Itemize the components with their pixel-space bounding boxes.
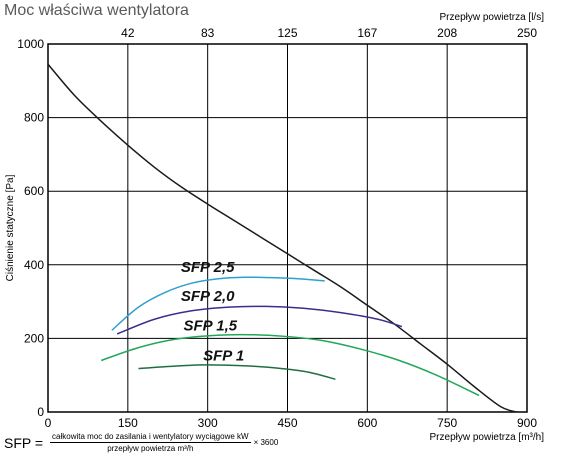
formula-denominator: przepływ powietrza m³/h <box>107 444 194 453</box>
top-x-axis-ticks: 42 83 125 167 208 250 <box>121 26 537 40</box>
sfp-curve-4 <box>138 364 336 380</box>
sfp-formula: SFP = całkowita moc do zasilania i wenty… <box>4 432 278 453</box>
x-tick-label: 450 <box>277 416 297 430</box>
sfp-curve-3 <box>100 333 480 397</box>
bottom-x-axis-ticks: 0 150 300 450 600 750 900 <box>45 416 538 430</box>
top-x-axis-label: Przepływ powietrza [l/s] <box>440 12 545 23</box>
y-tick-label: 0 <box>37 405 44 419</box>
x-tick-label: 600 <box>357 416 377 430</box>
top-x-tick-label: 167 <box>357 26 377 40</box>
formula-numerator: całkowita moc do zasilania i wentylatory… <box>50 432 251 443</box>
formula-multiplier: × 3600 <box>253 438 279 447</box>
top-x-tick-label: 42 <box>121 26 135 40</box>
y-tick-label: 200 <box>24 331 44 345</box>
y-axis-label: Ciśnienie statyczne [Pa] <box>5 174 16 281</box>
y-tick-label: 400 <box>24 258 44 272</box>
bottom-x-axis-label: Przepływ powietrza [m³/h] <box>430 432 545 443</box>
x-tick-label: 300 <box>198 416 218 430</box>
top-x-tick-label: 250 <box>517 26 537 40</box>
series-lines <box>47 63 517 413</box>
x-tick-label: 150 <box>118 416 138 430</box>
top-x-tick-label: 125 <box>277 26 297 40</box>
sfp-labels: SFP 2,5 SFP 2,0 SFP 1,5 SFP 1 <box>181 259 244 364</box>
fan-characteristic-curve <box>47 63 517 413</box>
x-tick-label: 750 <box>437 416 457 430</box>
x-tick-label: 0 <box>45 416 52 430</box>
sfp-curve-1 <box>111 276 325 331</box>
plot-frame <box>47 43 528 413</box>
plot-border <box>47 43 528 413</box>
y-tick-label: 600 <box>24 184 44 198</box>
sfp-curve-label: SFP 2,5 <box>181 259 235 276</box>
formula-lhs: SFP = <box>4 434 44 451</box>
formula-fraction: całkowita moc do zasilania i wentylatory… <box>50 432 251 453</box>
x-tick-label: 900 <box>517 416 537 430</box>
chart-title: Moc właściwa wentylatora <box>4 2 189 19</box>
top-x-tick-label: 83 <box>201 26 215 40</box>
sfp-curve-label: SFP 1,5 <box>184 317 238 334</box>
top-x-tick-label: 208 <box>437 26 457 40</box>
sfp-curve-label: SFP 2,0 <box>181 288 235 305</box>
sfp-curve-2 <box>116 305 403 335</box>
y-tick-label: 1000 <box>17 37 44 51</box>
sfp-curve-label: SFP 1 <box>203 347 244 364</box>
grid <box>48 44 527 412</box>
y-tick-label: 800 <box>24 111 44 125</box>
y-axis-ticks: 0 200 400 600 800 1000 <box>17 37 44 419</box>
